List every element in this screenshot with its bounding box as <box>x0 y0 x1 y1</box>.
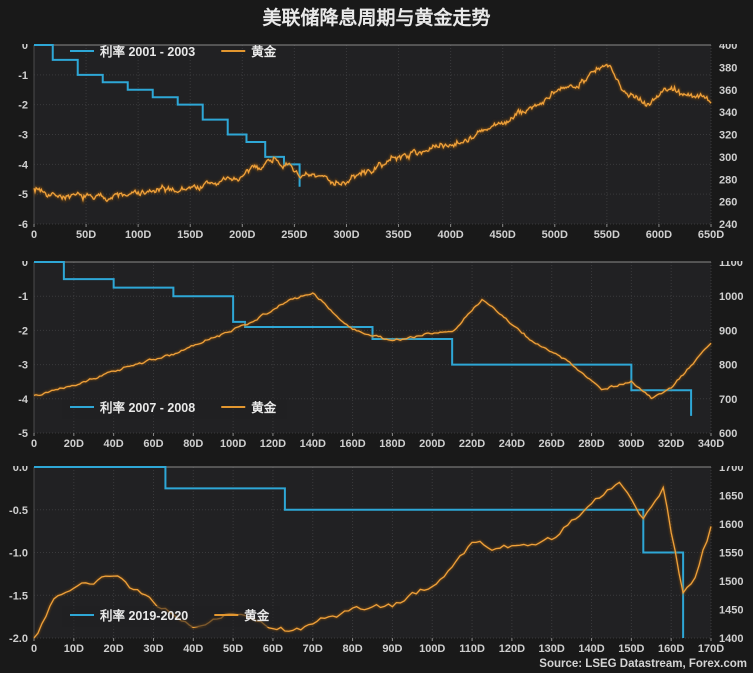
svg-text:260: 260 <box>719 197 737 209</box>
svg-text:1500: 1500 <box>719 576 743 588</box>
svg-text:-1: -1 <box>18 70 28 82</box>
svg-text:320D: 320D <box>658 438 684 449</box>
svg-text:500D: 500D <box>542 229 568 240</box>
svg-text:600D: 600D <box>646 229 672 240</box>
svg-text:-2: -2 <box>18 100 28 112</box>
svg-text:300: 300 <box>719 152 737 164</box>
svg-text:180D: 180D <box>379 438 405 449</box>
svg-text:0: 0 <box>22 44 28 52</box>
svg-text:100D: 100D <box>419 643 445 654</box>
svg-text:-6: -6 <box>18 219 28 231</box>
svg-text:130D: 130D <box>539 643 565 654</box>
svg-text:350D: 350D <box>385 229 411 240</box>
svg-text:340D: 340D <box>698 438 724 449</box>
svg-text:0: 0 <box>31 438 37 449</box>
svg-text:100D: 100D <box>220 438 246 449</box>
svg-text:30D: 30D <box>143 643 163 654</box>
svg-text:340: 340 <box>719 107 737 119</box>
svg-text:80D: 80D <box>342 643 362 654</box>
svg-text:160D: 160D <box>339 438 365 449</box>
svg-text:利率 2019-2020: 利率 2019-2020 <box>100 608 188 623</box>
svg-text:0: 0 <box>31 229 37 240</box>
svg-text:20D: 20D <box>104 643 124 654</box>
svg-text:50D: 50D <box>76 229 96 240</box>
svg-text:-1.0: -1.0 <box>9 548 28 560</box>
svg-text:150D: 150D <box>177 229 203 240</box>
svg-text:400: 400 <box>719 44 737 52</box>
svg-text:900: 900 <box>719 325 737 337</box>
svg-text:140D: 140D <box>578 643 604 654</box>
svg-text:黄金: 黄金 <box>244 608 270 623</box>
svg-text:160D: 160D <box>658 643 684 654</box>
svg-text:550D: 550D <box>594 229 620 240</box>
svg-text:300D: 300D <box>333 229 359 240</box>
svg-text:利率 2001 - 2003: 利率 2001 - 2003 <box>100 44 195 59</box>
svg-text:0: 0 <box>31 643 37 654</box>
svg-text:-2: -2 <box>18 325 28 337</box>
svg-text:100D: 100D <box>125 229 151 240</box>
svg-text:450D: 450D <box>490 229 516 240</box>
svg-text:70D: 70D <box>303 643 323 654</box>
svg-text:1700: 1700 <box>719 466 743 474</box>
svg-text:320: 320 <box>719 130 737 142</box>
svg-text:200D: 200D <box>229 229 255 240</box>
svg-text:300D: 300D <box>618 438 644 449</box>
svg-text:50D: 50D <box>223 643 243 654</box>
svg-text:200D: 200D <box>419 438 445 449</box>
svg-text:280D: 280D <box>578 438 604 449</box>
svg-text:120D: 120D <box>499 643 525 654</box>
svg-text:-5: -5 <box>18 189 28 201</box>
svg-text:0: 0 <box>22 261 28 269</box>
svg-text:240D: 240D <box>499 438 525 449</box>
svg-text:黄金: 黄金 <box>251 44 277 59</box>
svg-text:-1: -1 <box>18 291 28 303</box>
svg-text:260D: 260D <box>539 438 565 449</box>
svg-text:0.0: 0.0 <box>13 466 28 474</box>
svg-text:-3: -3 <box>18 360 28 372</box>
svg-text:60D: 60D <box>143 438 163 449</box>
svg-text:650D: 650D <box>698 229 724 240</box>
svg-text:-4: -4 <box>18 159 29 171</box>
svg-text:-0.5: -0.5 <box>9 505 28 517</box>
svg-text:280: 280 <box>719 174 737 186</box>
svg-text:90D: 90D <box>382 643 402 654</box>
svg-text:1650: 1650 <box>719 491 743 503</box>
svg-text:1450: 1450 <box>719 605 743 617</box>
svg-text:150D: 150D <box>618 643 644 654</box>
svg-text:1600: 1600 <box>719 519 743 531</box>
svg-text:220D: 220D <box>459 438 485 449</box>
svg-text:-4: -4 <box>18 394 29 406</box>
svg-text:170D: 170D <box>698 643 724 654</box>
svg-text:40D: 40D <box>104 438 124 449</box>
svg-text:黄金: 黄金 <box>251 400 277 415</box>
svg-text:40D: 40D <box>183 643 203 654</box>
svg-text:-2.0: -2.0 <box>9 633 28 645</box>
svg-text:380: 380 <box>719 62 737 74</box>
svg-text:360: 360 <box>719 85 737 97</box>
svg-text:1550: 1550 <box>719 548 743 560</box>
svg-text:-3: -3 <box>18 130 28 142</box>
svg-text:10D: 10D <box>64 643 84 654</box>
svg-text:-5: -5 <box>18 428 28 440</box>
svg-text:利率 2007 - 2008: 利率 2007 - 2008 <box>100 400 195 415</box>
svg-text:140D: 140D <box>300 438 326 449</box>
svg-text:20D: 20D <box>64 438 84 449</box>
svg-text:800: 800 <box>719 360 737 372</box>
svg-text:700: 700 <box>719 394 737 406</box>
svg-text:-1.5: -1.5 <box>9 590 28 602</box>
svg-text:1000: 1000 <box>719 291 743 303</box>
svg-text:250D: 250D <box>281 229 307 240</box>
svg-text:120D: 120D <box>260 438 286 449</box>
svg-text:60D: 60D <box>263 643 283 654</box>
svg-text:400D: 400D <box>437 229 463 240</box>
svg-text:1100: 1100 <box>719 261 743 269</box>
svg-text:80D: 80D <box>183 438 203 449</box>
svg-text:110D: 110D <box>459 643 485 654</box>
